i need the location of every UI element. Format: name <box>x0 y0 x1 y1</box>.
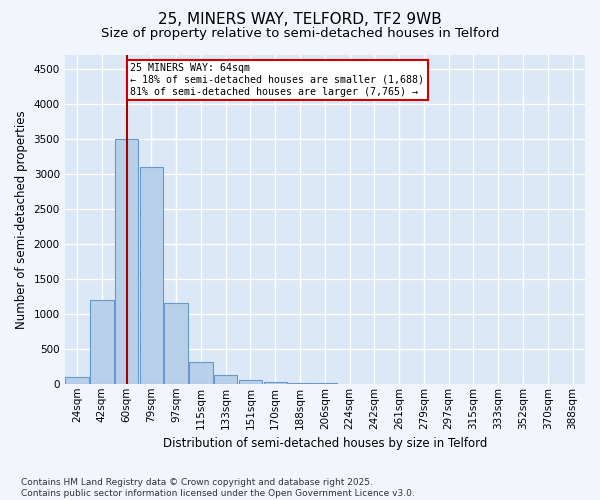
Text: Size of property relative to semi-detached houses in Telford: Size of property relative to semi-detach… <box>101 28 499 40</box>
Bar <box>239 380 262 384</box>
Text: 25, MINERS WAY, TELFORD, TF2 9WB: 25, MINERS WAY, TELFORD, TF2 9WB <box>158 12 442 28</box>
X-axis label: Distribution of semi-detached houses by size in Telford: Distribution of semi-detached houses by … <box>163 437 487 450</box>
Bar <box>288 383 312 384</box>
Bar <box>90 300 113 384</box>
Bar <box>189 362 213 384</box>
Bar <box>140 167 163 384</box>
Bar <box>164 304 188 384</box>
Y-axis label: Number of semi-detached properties: Number of semi-detached properties <box>15 110 28 328</box>
Text: 25 MINERS WAY: 64sqm
← 18% of semi-detached houses are smaller (1,688)
81% of se: 25 MINERS WAY: 64sqm ← 18% of semi-detac… <box>130 64 424 96</box>
Bar <box>65 377 89 384</box>
Bar <box>115 139 139 384</box>
Bar <box>214 376 238 384</box>
Text: Contains HM Land Registry data © Crown copyright and database right 2025.
Contai: Contains HM Land Registry data © Crown c… <box>21 478 415 498</box>
Bar <box>263 382 287 384</box>
